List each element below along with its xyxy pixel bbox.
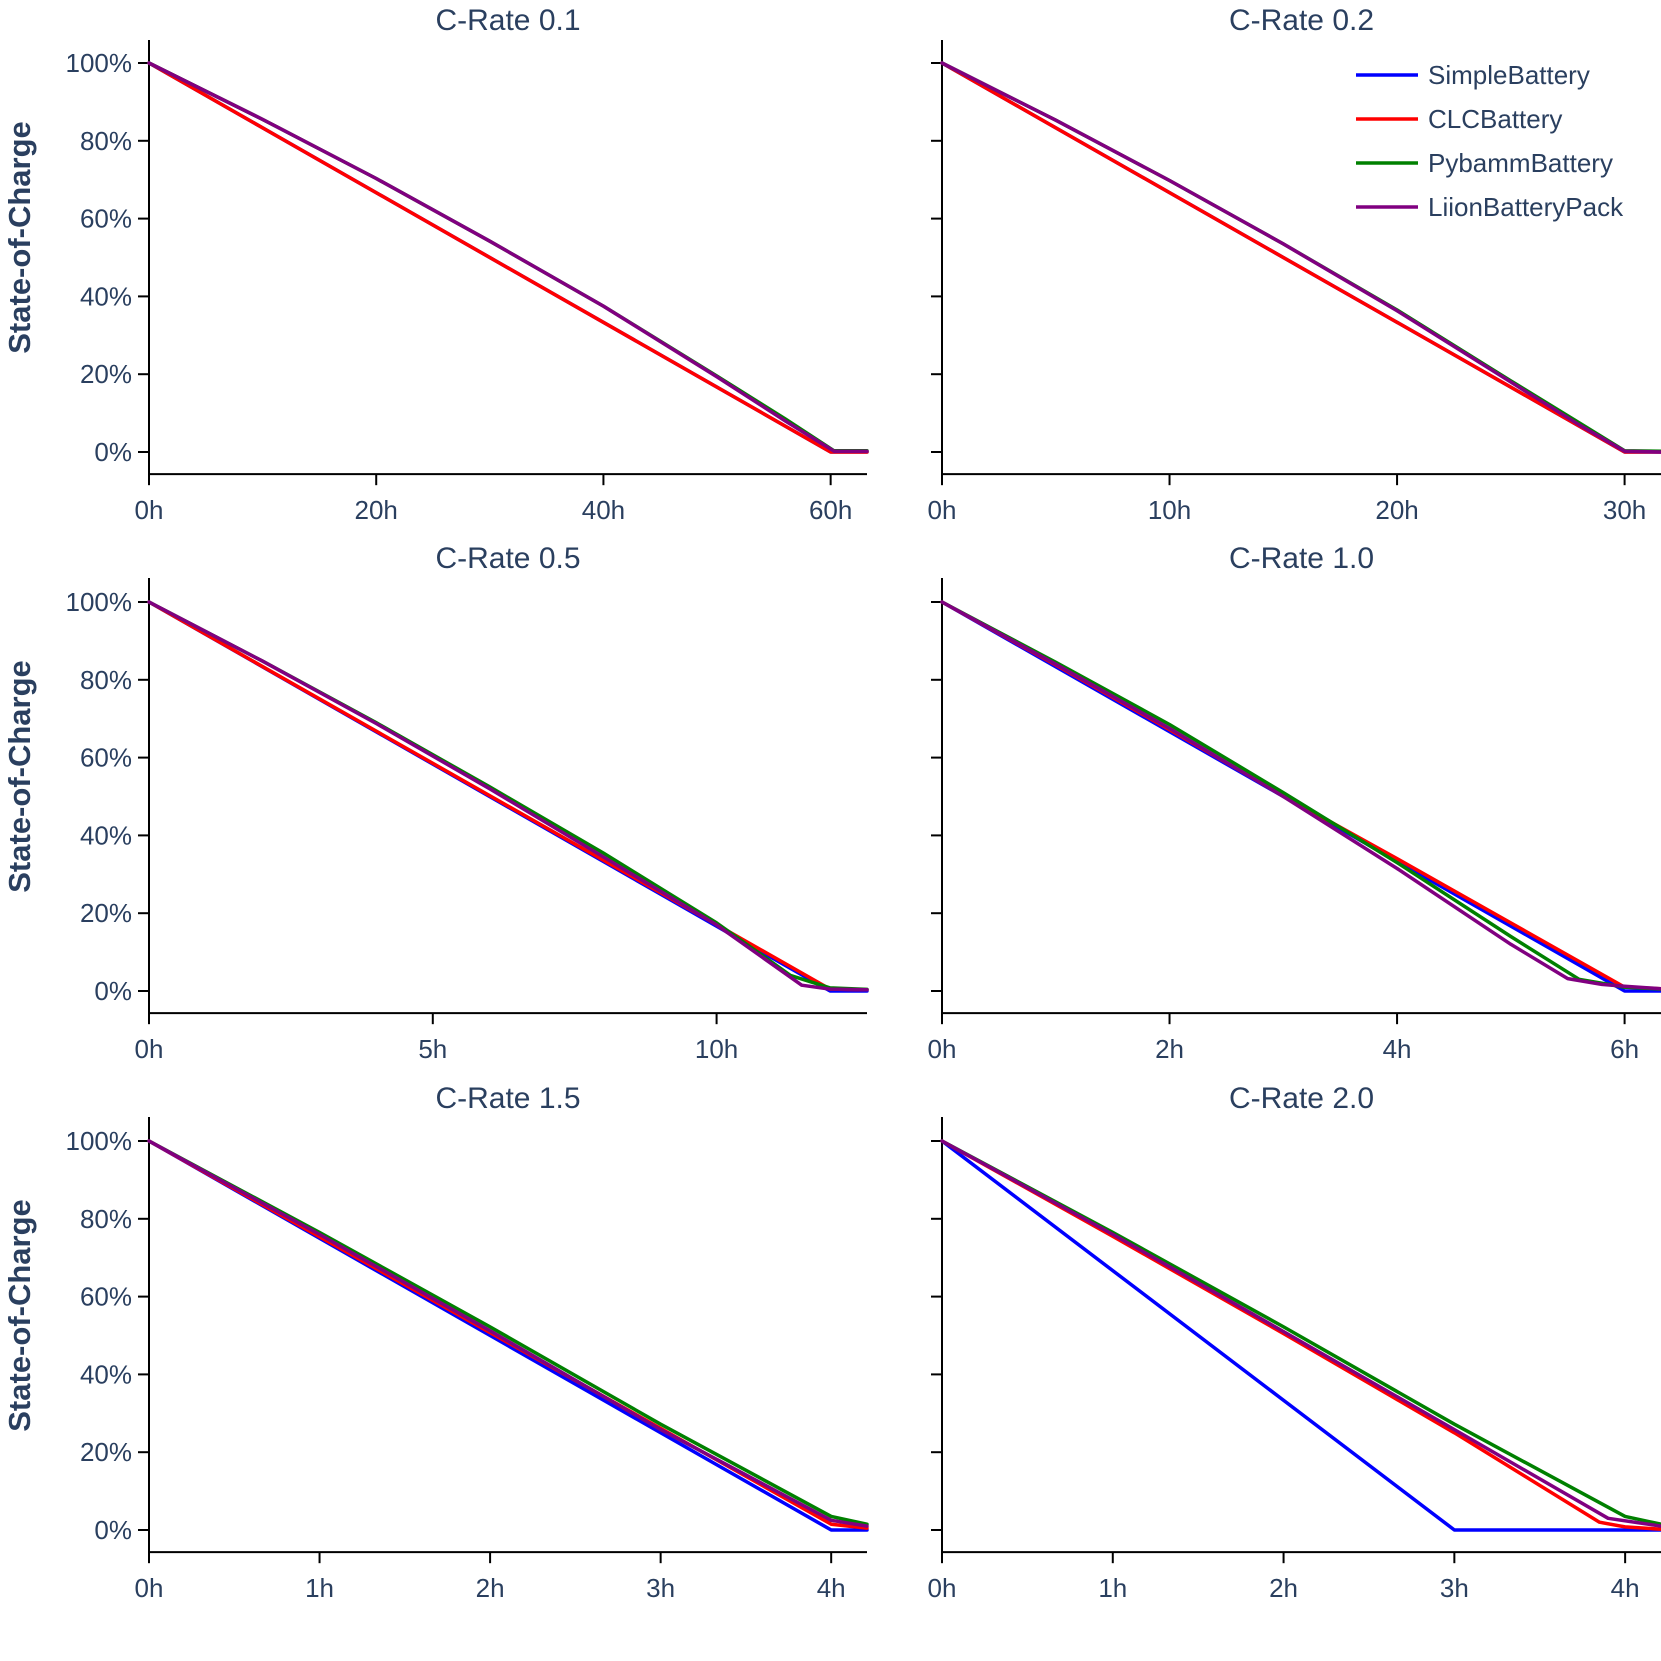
series-line-simple-battery	[940, 1139, 1661, 1532]
y-tick-label: 0%	[94, 437, 132, 467]
series-line-liion-battery-pack	[940, 61, 1661, 454]
x-tick-label: 0h	[135, 1573, 164, 1603]
panel-title: C-Rate 0.5	[435, 542, 580, 575]
y-axis-title: State-of-Charge	[2, 121, 37, 354]
subplot-5: C-Rate 1.5 0% 20% 40% 60% 80% 100% 0h 1h 2h 3h 4h St…	[2, 1082, 869, 1603]
x-tick-label: 3h	[1440, 1573, 1469, 1603]
legend-label-simple-battery: SimpleBattery	[1428, 60, 1590, 90]
series-line-simple-battery	[940, 600, 1661, 993]
y-tick-label: 20%	[80, 359, 132, 389]
subplot-grid: C-Rate 0.1 0% 20% 40% 60% 80% 100% 0h 20h 40h 60h S…	[2, 4, 1661, 1603]
series-line-liion-battery-pack	[940, 600, 1661, 991]
x-tick-label: 1h	[305, 1573, 334, 1603]
y-axis-title: State-of-Charge	[2, 1199, 37, 1432]
legend: SimpleBattery CLCBattery PybammBattery Liio…	[1356, 60, 1624, 222]
x-tick-label: 2h	[476, 1573, 505, 1603]
y-tick-label: 60%	[80, 1282, 132, 1312]
x-tick-label: 10h	[695, 1034, 738, 1064]
y-tick-label: 80%	[80, 1204, 132, 1234]
series-line-clcbattery	[147, 1139, 869, 1530]
panel-title: C-Rate 1.0	[1229, 542, 1374, 575]
x-tick-label: 6h	[1610, 1034, 1639, 1064]
x-tick-label: 10h	[1148, 495, 1191, 525]
x-tick-label: 40h	[582, 495, 625, 525]
series-line-pybamm-battery	[147, 600, 869, 992]
subplot-1: C-Rate 0.1 0% 20% 40% 60% 80% 100% 0h 20h 40h 60h S…	[2, 4, 869, 525]
x-tick-label: 60h	[809, 495, 852, 525]
y-tick-label: 60%	[80, 743, 132, 773]
series-line-liion-battery-pack	[940, 1139, 1661, 1528]
series-line-simple-battery	[147, 61, 869, 454]
panel-title: C-Rate 0.1	[435, 4, 580, 37]
series-line-pybamm-battery	[147, 61, 869, 453]
y-tick-label: 80%	[80, 665, 132, 695]
x-tick-label: 0h	[928, 1034, 957, 1064]
y-axis-title: State-of-Charge	[2, 660, 37, 893]
x-tick-label: 2h	[1269, 1573, 1298, 1603]
y-tick-label: 20%	[80, 1437, 132, 1467]
y-tick-label: 60%	[80, 204, 132, 234]
x-tick-label: 0h	[135, 495, 164, 525]
y-tick-label: 40%	[80, 1359, 132, 1389]
y-tick-label: 40%	[80, 281, 132, 311]
x-tick-label: 4h	[1611, 1573, 1640, 1603]
legend-label-clcbattery: CLCBattery	[1428, 104, 1562, 134]
y-tick-label: 0%	[94, 1515, 132, 1545]
x-tick-label: 0h	[928, 495, 957, 525]
series-line-clcbattery	[147, 61, 869, 454]
x-tick-label: 2h	[1155, 1034, 1184, 1064]
subplot-2: C-Rate 0.2 0h 10h 20h 30h	[928, 4, 1661, 525]
x-tick-label: 0h	[135, 1034, 164, 1064]
legend-label-pybamm-battery: PybammBattery	[1428, 148, 1613, 178]
x-tick-label: 30h	[1603, 495, 1646, 525]
x-tick-label: 4h	[817, 1573, 846, 1603]
x-tick-label: 4h	[1383, 1034, 1412, 1064]
y-tick-label: 80%	[80, 126, 132, 156]
panel-title: C-Rate 1.5	[435, 1082, 580, 1115]
x-tick-label: 20h	[355, 495, 398, 525]
x-tick-label: 20h	[1375, 495, 1418, 525]
y-tick-label: 20%	[80, 898, 132, 928]
x-tick-label: 5h	[418, 1034, 447, 1064]
y-tick-label: 100%	[66, 587, 133, 617]
legend-label-liion-battery-pack: LiionBatteryPack	[1428, 192, 1624, 222]
subplot-6: C-Rate 2.0 0h 1h 2h 3h 4h	[928, 1082, 1661, 1603]
y-tick-label: 0%	[94, 976, 132, 1006]
x-tick-label: 3h	[646, 1573, 675, 1603]
series-line-liion-battery-pack	[147, 61, 869, 453]
subplot-3: C-Rate 0.5 0% 20% 40% 60% 80% 100% 0h 5h 10h State…	[2, 542, 869, 1064]
x-tick-label: 1h	[1098, 1573, 1127, 1603]
y-tick-label: 100%	[66, 1126, 133, 1156]
series-line-liion-battery-pack	[147, 1139, 869, 1528]
y-tick-label: 40%	[80, 820, 132, 850]
y-tick-label: 100%	[66, 48, 133, 78]
series-line-liion-battery-pack	[147, 600, 869, 992]
panel-title: C-Rate 2.0	[1229, 1082, 1374, 1115]
x-tick-label: 0h	[928, 1573, 957, 1603]
panel-title: C-Rate 0.2	[1229, 4, 1374, 37]
subplot-4: C-Rate 1.0 0h 2h 4h 6h	[928, 542, 1661, 1064]
